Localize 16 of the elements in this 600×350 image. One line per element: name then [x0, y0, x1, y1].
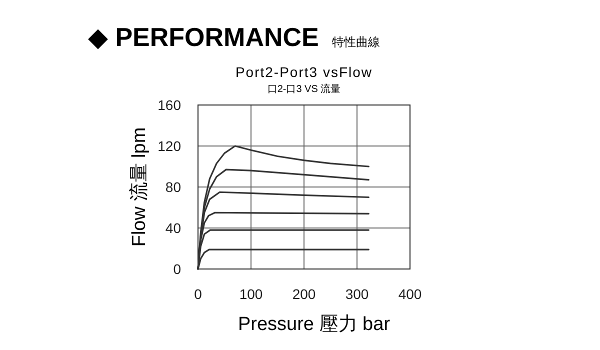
chart-subtitle: 口2-口3 VS 流量 [267, 83, 341, 95]
y-tick-label: 160 [158, 97, 182, 113]
y-tick-label: 80 [165, 179, 182, 195]
x-tick-label: 100 [239, 286, 263, 302]
x-tick-label: 200 [292, 286, 316, 302]
y-tick-label: 120 [158, 138, 182, 154]
x-tick-label: 0 [194, 286, 202, 302]
x-axis-title: Pressure 壓力 bar [238, 314, 391, 335]
x-tick-label: 300 [345, 286, 369, 302]
text: 特性曲線 [332, 35, 380, 49]
y-tick-label: 0 [173, 261, 182, 277]
x-tick-label: 400 [398, 286, 422, 302]
y-tick-label: 40 [165, 220, 182, 236]
y-axis-title: Flow 流量 lpm [128, 127, 150, 247]
text: ◆ PERFORMANCE [88, 22, 319, 52]
chart-title: Port2-Port3 vsFlow [235, 64, 373, 80]
